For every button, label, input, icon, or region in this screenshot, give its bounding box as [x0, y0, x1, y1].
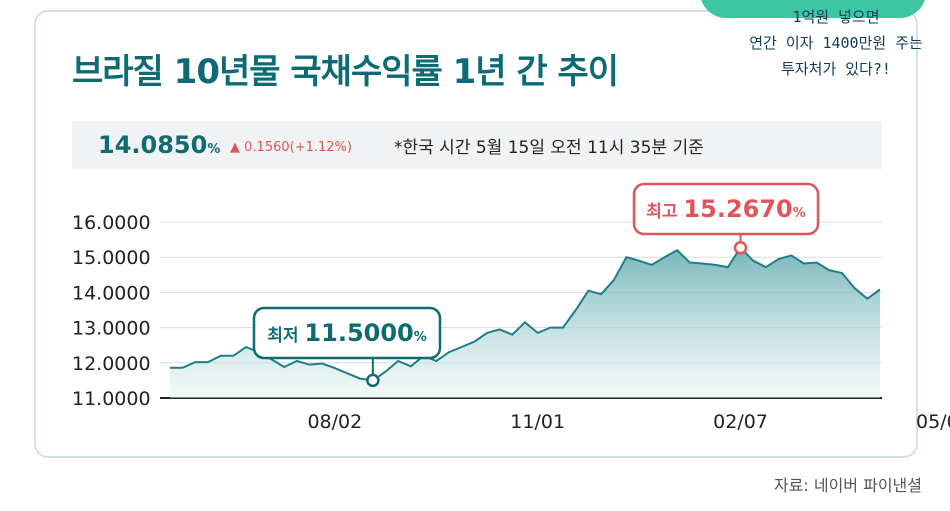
x-tick-label: 08/02 — [307, 411, 362, 433]
price-value: 14.0850 — [98, 131, 208, 159]
change-value: 0.1560(+1.12%) — [244, 140, 352, 155]
y-tick-label: 11.0000 — [72, 388, 151, 410]
series-line — [169, 246, 881, 382]
max-annotation-marker — [733, 241, 748, 255]
up-arrow-icon: ▲ — [230, 140, 240, 155]
current-price: 14.0850% — [98, 131, 220, 159]
min-annotation-label: 최저 11.5000% — [267, 319, 427, 347]
callout-line-3: 투자처가 있다?! — [781, 60, 891, 78]
callout-line-1: 1억원 넣으면 — [792, 8, 880, 26]
price-unit: % — [207, 142, 221, 157]
source-credit: 자료: 네이버 파이낸셜 — [773, 476, 922, 495]
timestamp-note: *한국 시간 5월 15일 오전 11시 35분 기준 — [394, 138, 704, 158]
y-tick-label: 15.0000 — [72, 247, 151, 269]
min-annotation-marker — [366, 373, 380, 388]
callout-line-2: 연간 이자 1400만원 주는 — [749, 34, 923, 52]
max-annotation-label: 최고 15.2670% — [646, 195, 806, 223]
quote-bar — [72, 121, 882, 169]
chart-title: 브라질 10년물 국채수익률 1년 간 추이 — [72, 52, 619, 92]
y-tick-label: 12.0000 — [72, 353, 151, 375]
y-tick-label: 16.0000 — [72, 212, 151, 234]
max-annotation-box — [632, 182, 820, 236]
callout-text: 1억원 넣으면 연간 이자 1400만원 주는 투자처가 있다?! — [716, 4, 950, 82]
x-tick-label: 05/02 — [916, 411, 950, 433]
y-tick-label: 13.0000 — [72, 318, 151, 340]
callout-badge — [700, 0, 926, 18]
x-tick-label: 02/07 — [713, 411, 768, 433]
y-tick-label: 14.0000 — [72, 282, 151, 304]
min-annotation-box — [252, 306, 442, 360]
x-tick-label: 11/01 — [510, 411, 565, 433]
price-change: ▲ 0.1560(+1.12%) — [230, 140, 352, 155]
